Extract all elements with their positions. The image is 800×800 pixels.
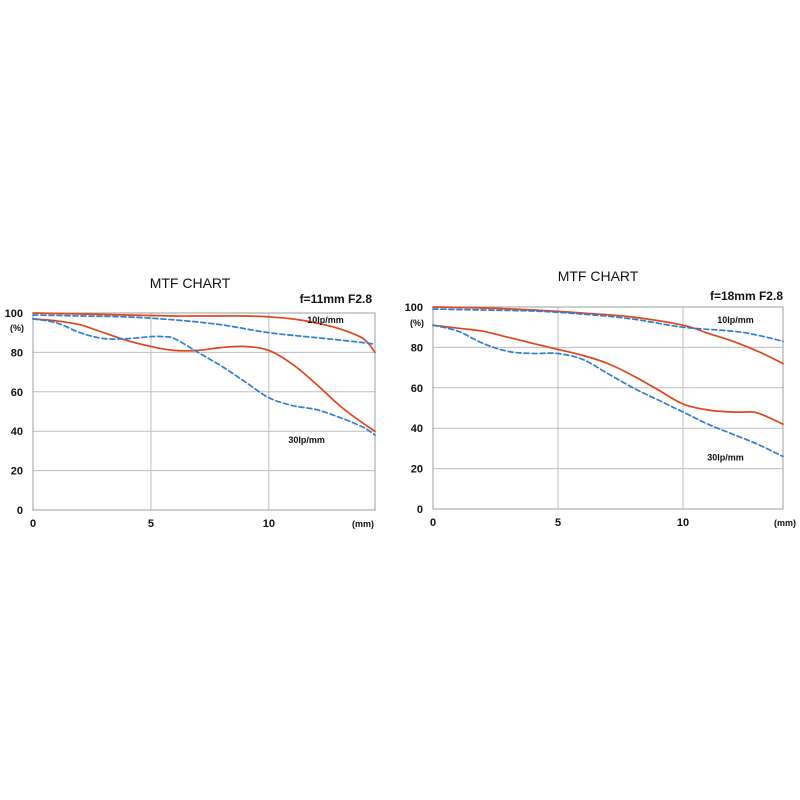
y-tick-label: 80 bbox=[411, 342, 423, 354]
chart-subtitle: f=18mm F2.8 bbox=[710, 289, 783, 303]
series-line-1 bbox=[432, 308, 784, 343]
x-tick-label: 5 bbox=[148, 518, 154, 530]
series-line-0 bbox=[432, 306, 784, 365]
series-line-0 bbox=[32, 312, 376, 354]
plot-frame bbox=[32, 312, 376, 511]
x-tick-label: 0 bbox=[430, 517, 436, 529]
mtf-chart-right: MTF CHART f=18mm F2.8 (%) (mm) 0 20 40 60 80… bbox=[405, 268, 796, 529]
chart-title: MTF CHART bbox=[150, 275, 231, 291]
chart-subtitle: f=11mm F2.8 bbox=[300, 292, 373, 306]
series-line-3 bbox=[32, 318, 376, 436]
y-axis-unit: (%) bbox=[10, 323, 24, 333]
y-tick-label: 80 bbox=[11, 347, 23, 359]
y-tick-label: 40 bbox=[11, 426, 23, 438]
x-axis-unit: (mm) bbox=[352, 519, 374, 529]
x-tick-label: 0 bbox=[30, 518, 36, 530]
grid bbox=[433, 307, 783, 509]
y-tick-label: 20 bbox=[411, 464, 423, 476]
x-tick-label: 10 bbox=[677, 517, 689, 529]
y-tick-label: 60 bbox=[11, 387, 23, 399]
y-tick-label: 20 bbox=[11, 466, 23, 478]
grid bbox=[33, 313, 375, 510]
y-axis-unit: (%) bbox=[410, 318, 424, 328]
x-tick-label: 10 bbox=[263, 518, 275, 530]
y-tick-label: 0 bbox=[417, 504, 423, 516]
plot-frame bbox=[432, 306, 784, 510]
y-tick-label: 100 bbox=[405, 302, 423, 314]
y-tick-label: 40 bbox=[411, 423, 423, 435]
y-tick-label: 100 bbox=[5, 308, 23, 320]
x-axis-unit: (mm) bbox=[774, 518, 796, 528]
frequency-annotation: 10lp/mm bbox=[307, 315, 344, 325]
frequency-annotation: 10lp/mm bbox=[717, 315, 754, 325]
frequency-annotation: 30lp/mm bbox=[707, 453, 744, 463]
chart-title: MTF CHART bbox=[558, 268, 639, 284]
frequency-annotation: 30lp/mm bbox=[288, 435, 325, 445]
mtf-chart-left: MTF CHART f=11mm F2.8 (%) (mm) 0 20 40 60 80… bbox=[5, 275, 376, 530]
y-tick-label: 60 bbox=[411, 383, 423, 395]
series-line-3 bbox=[432, 324, 784, 458]
series-line-1 bbox=[32, 314, 376, 346]
series-line-2 bbox=[432, 324, 784, 426]
series-line-2 bbox=[32, 318, 376, 433]
x-tick-label: 5 bbox=[555, 517, 561, 529]
y-tick-label: 0 bbox=[17, 505, 23, 517]
